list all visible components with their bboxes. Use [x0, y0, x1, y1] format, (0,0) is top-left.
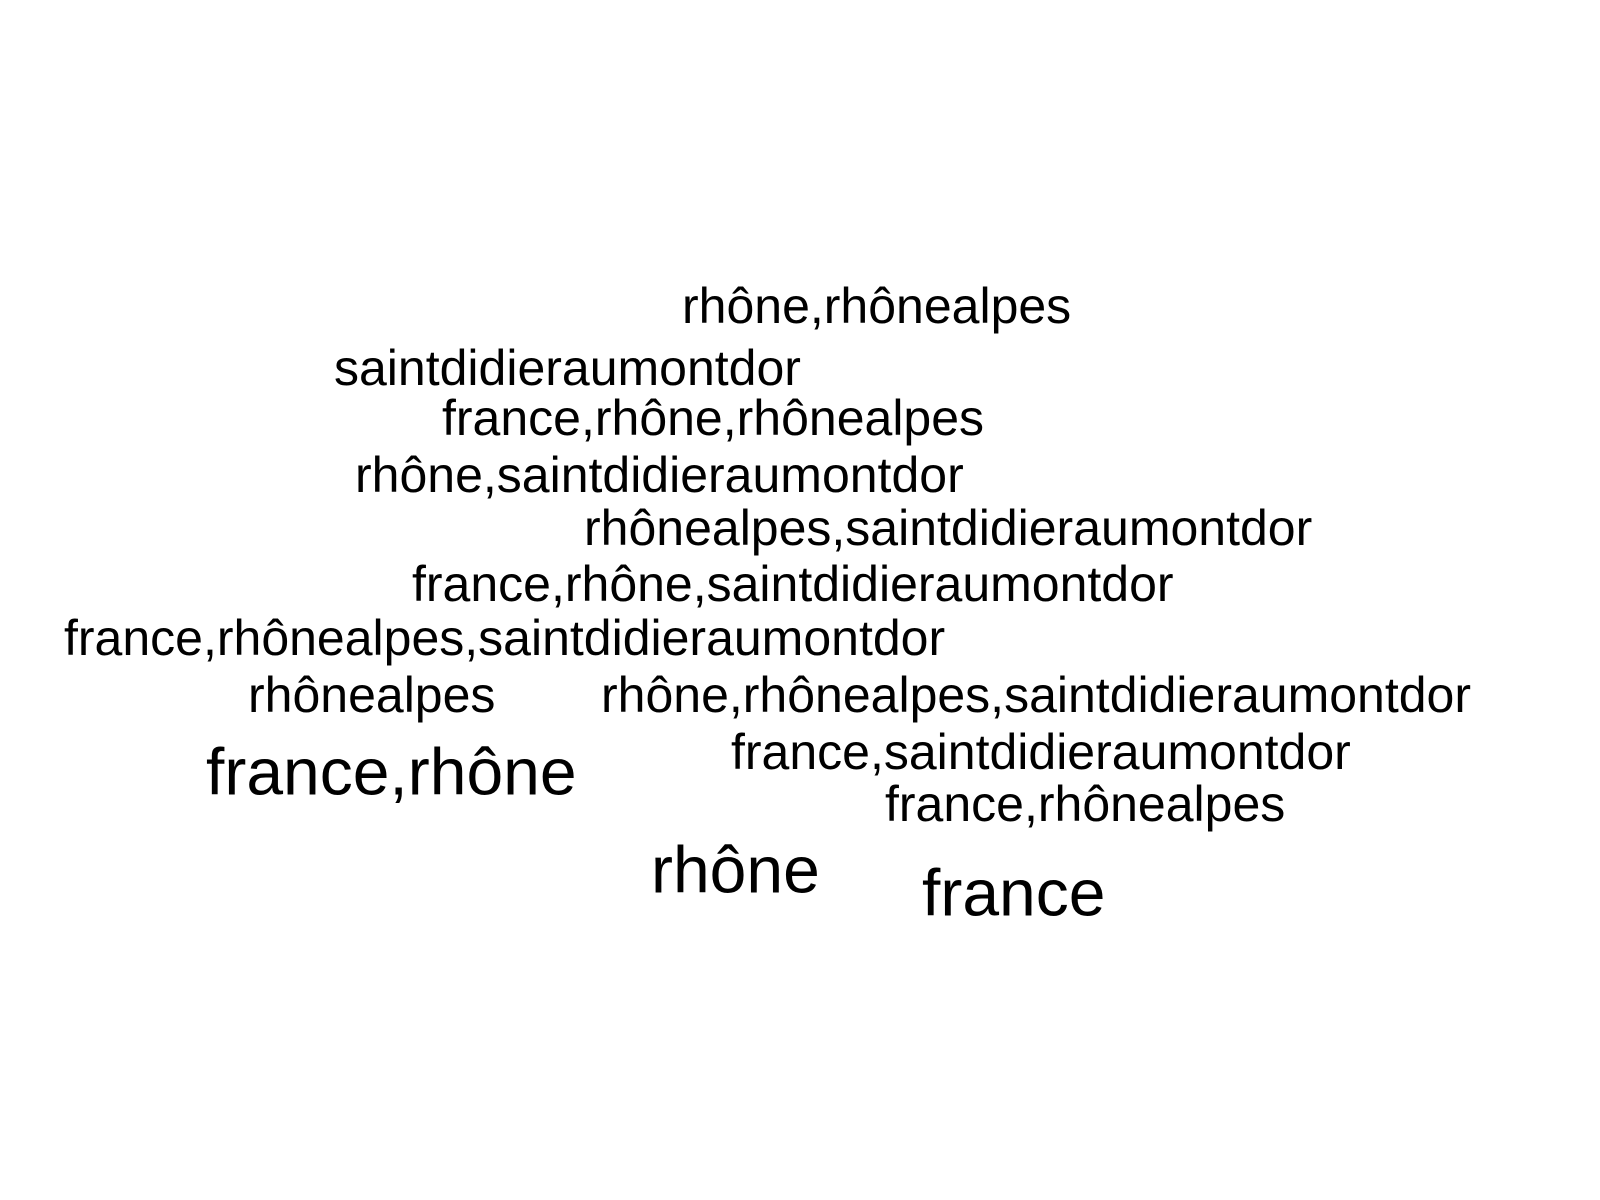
cloud-word: france,rhône	[206, 734, 577, 809]
cloud-word: france,saintdidieraumontdor	[731, 724, 1351, 780]
cloud-word: rhône	[651, 832, 820, 907]
cloud-word: rhône,rhônealpes	[682, 278, 1072, 334]
cloud-word: rhône,saintdidieraumontdor	[355, 447, 964, 503]
cloud-word: france,rhône,rhônealpes	[442, 390, 985, 446]
cloud-word: rhônealpes,saintdidieraumontdor	[584, 500, 1313, 556]
cloud-word: france,rhône,saintdidieraumontdor	[412, 556, 1174, 612]
cloud-word: saintdidieraumontdor	[334, 340, 801, 396]
cloud-word: rhônealpes	[248, 667, 496, 723]
cloud-word: rhône,rhônealpes,saintdidieraumontdor	[601, 667, 1472, 723]
cloud-word: france,rhônealpes	[885, 776, 1286, 832]
cloud-word: france,rhônealpes,saintdidieraumontdor	[64, 610, 946, 666]
cloud-word: france	[922, 855, 1106, 930]
